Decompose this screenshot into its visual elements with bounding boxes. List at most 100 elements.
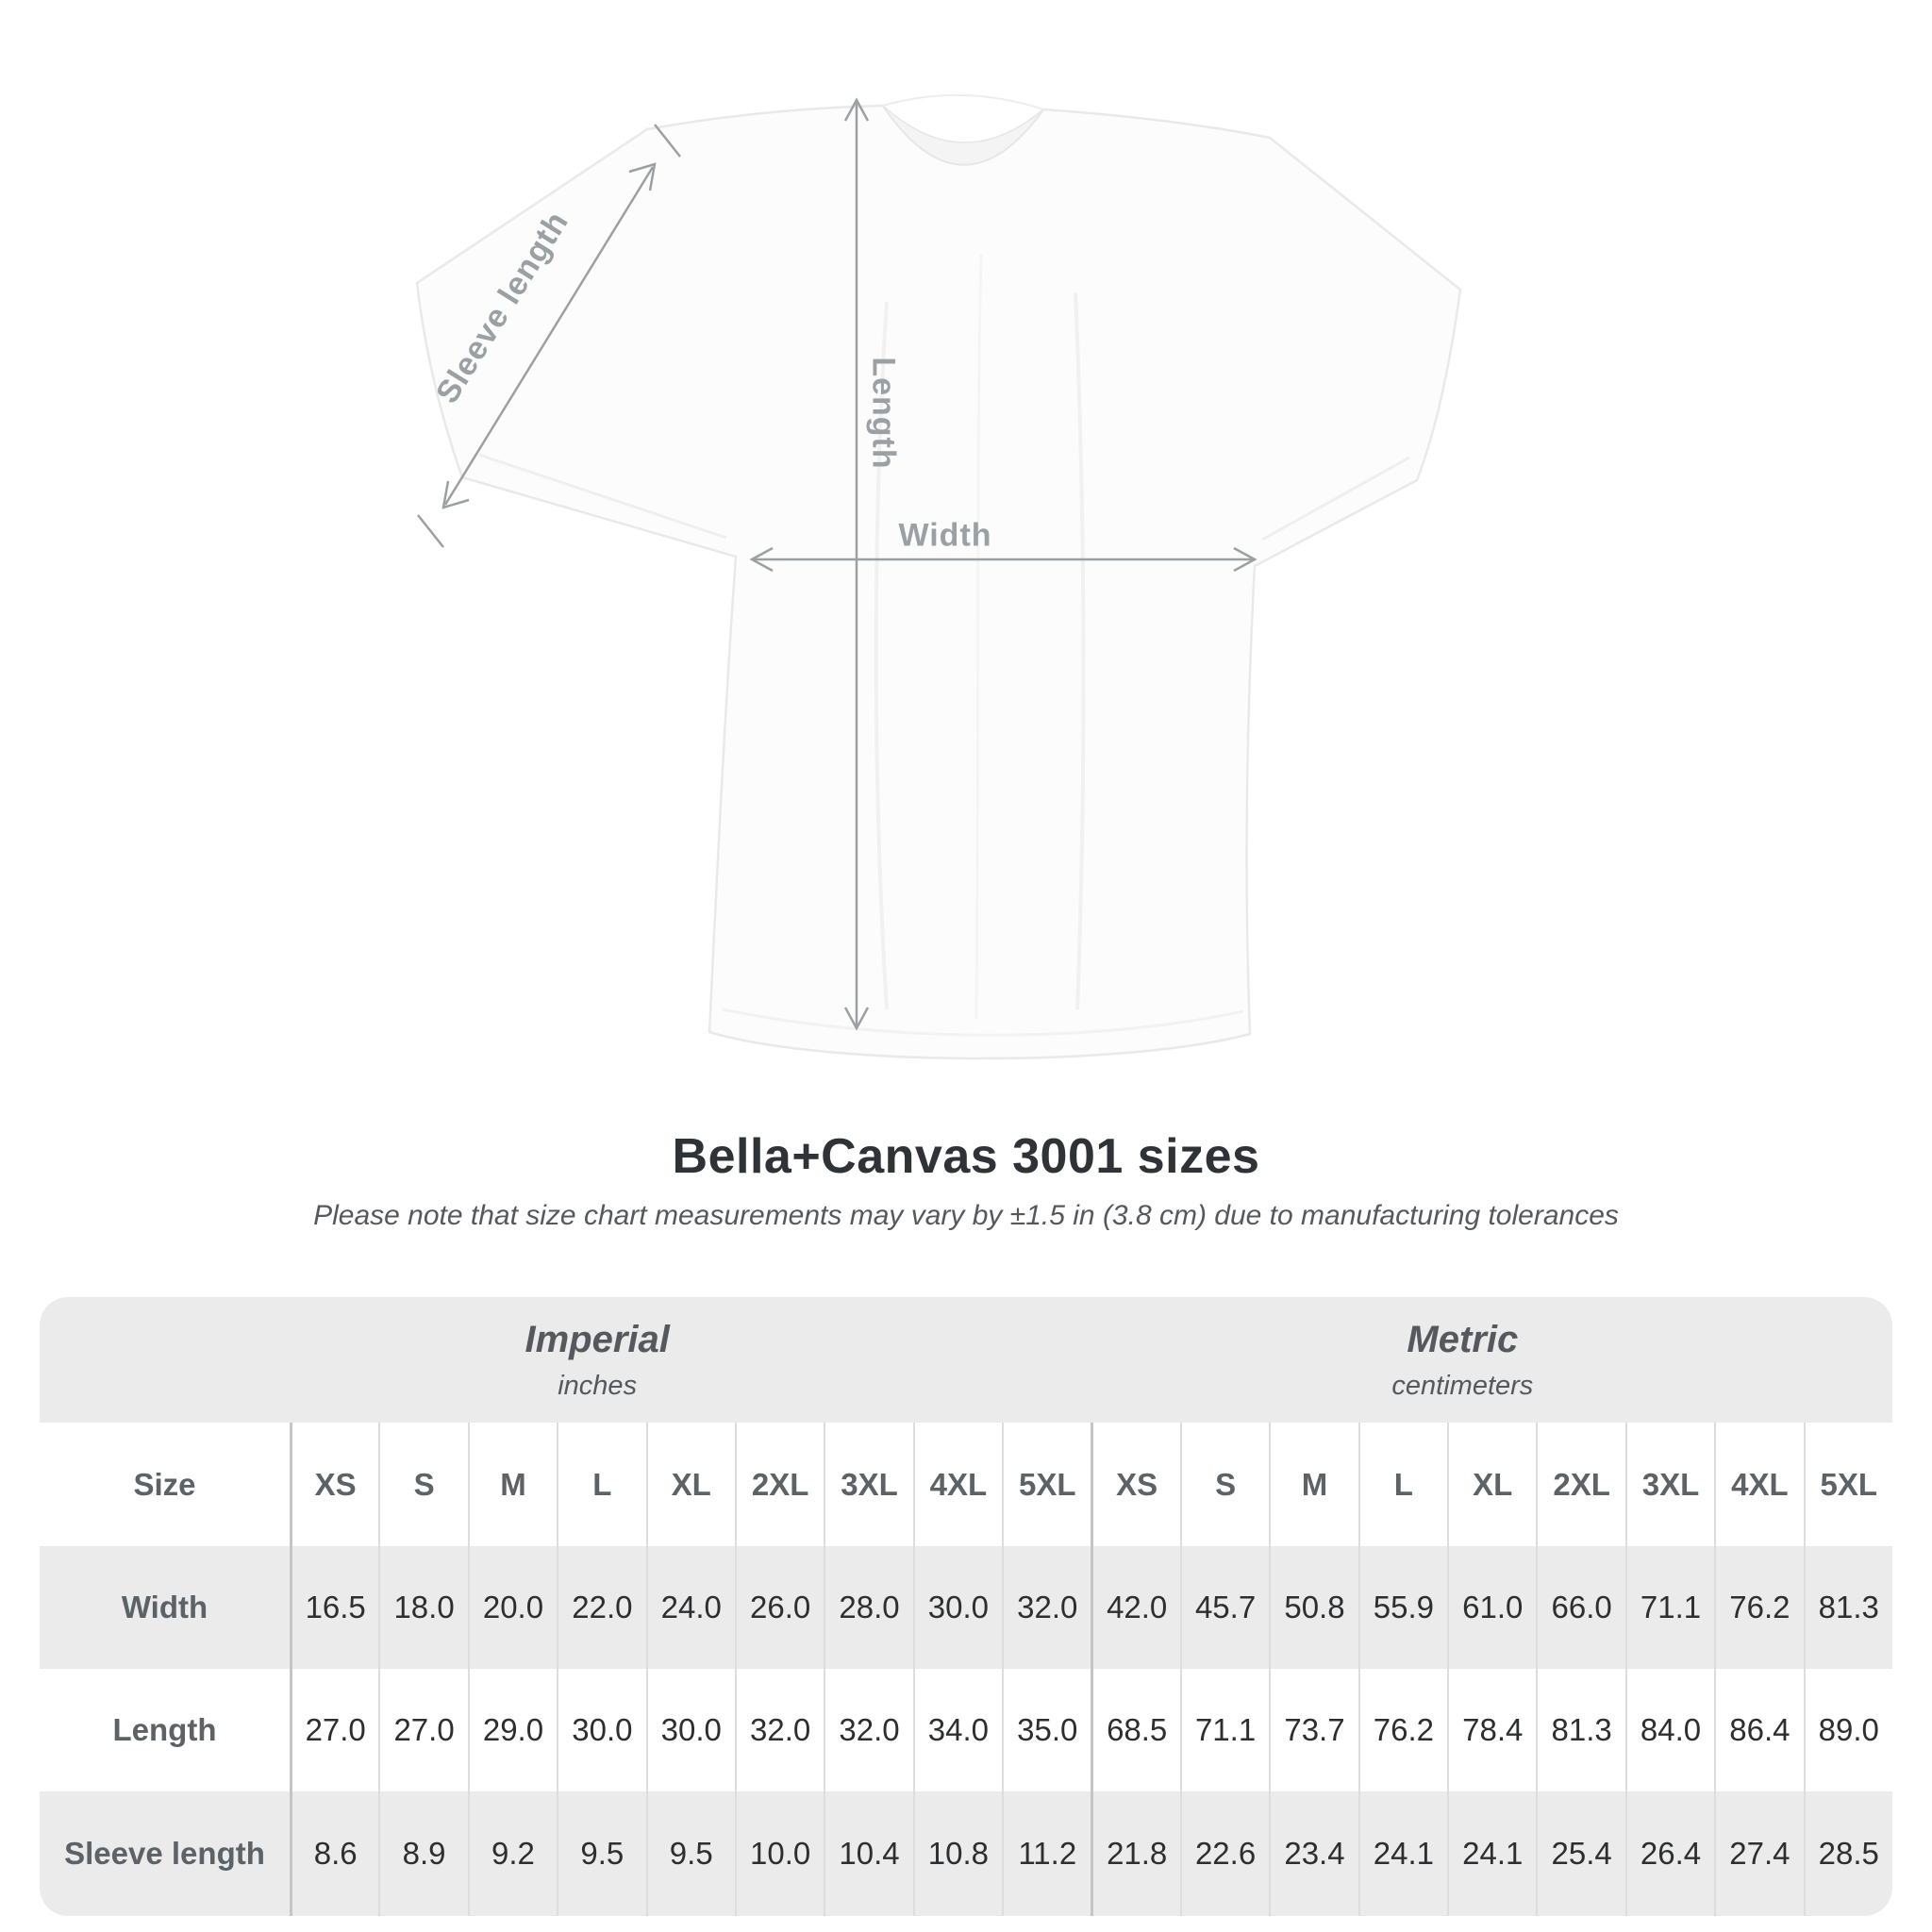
value-cell: 21.8 (1091, 1791, 1179, 1916)
value-cell: 20.0 (467, 1546, 557, 1669)
length-row-label: Length (112, 1712, 217, 1747)
value-cell: 66.0 (1536, 1546, 1624, 1669)
tshirt-collar-back (882, 93, 1044, 110)
value-cell: 29.0 (467, 1669, 557, 1791)
value-cell: 35.0 (1002, 1669, 1091, 1791)
value-cell: 26.4 (1624, 1791, 1714, 1916)
value-cell: 11.2 (1002, 1791, 1091, 1916)
size-col-header-imperial: 4XL (912, 1423, 1002, 1546)
size-col-header-metric: 4XL (1714, 1423, 1803, 1546)
page-title: Bella+Canvas 3001 sizes (672, 1129, 1260, 1184)
value-cell: 10.8 (912, 1791, 1002, 1916)
heading-block: Bella+Canvas 3001 sizes Please note that… (0, 1128, 1932, 1232)
tshirt-illustration (415, 93, 1462, 1060)
size-table: Imperial inches Metric centimeters Size … (40, 1297, 1892, 1916)
sleeve-end-cap-bottom (417, 514, 444, 548)
sleeve-length-row: Sleeve length 8.6 8.9 9.2 9.5 9.5 10.0 10.4 10.… (40, 1791, 1892, 1916)
value-cell: 34.0 (912, 1669, 1002, 1791)
width-arrowhead-right (1233, 546, 1257, 573)
metric-label: Metric (1407, 1318, 1519, 1360)
value-cell: 32.0 (824, 1669, 912, 1791)
value-cell: 71.1 (1624, 1546, 1714, 1669)
value-cell: 10.0 (734, 1791, 824, 1916)
hem-seam (722, 1008, 1244, 1037)
value-cell: 81.3 (1803, 1546, 1892, 1669)
width-row-label: Width (121, 1590, 208, 1624)
imperial-unit-label: inches (558, 1370, 638, 1401)
size-col-header-imperial: XS (290, 1423, 378, 1546)
value-cell: 22.6 (1179, 1791, 1269, 1916)
size-header-row: Size XS S M L XL 2XL 3XL 4XL 5XL XS S M L XL 2XL 3XL 4XL… (40, 1423, 1892, 1546)
value-cell: 42.0 (1091, 1546, 1179, 1669)
value-cell: 16.5 (290, 1546, 378, 1669)
value-cell: 55.9 (1357, 1546, 1447, 1669)
size-col-header-imperial: S (378, 1423, 467, 1546)
value-cell: 86.4 (1714, 1669, 1803, 1791)
size-col-header-imperial: XL (645, 1423, 735, 1546)
value-cell: 27.0 (290, 1669, 378, 1791)
size-col-header-imperial: M (467, 1423, 557, 1546)
value-cell: 84.0 (1624, 1669, 1714, 1791)
fabric-fold (874, 301, 889, 1010)
value-cell: 68.5 (1091, 1669, 1179, 1791)
value-cell: 32.0 (1002, 1546, 1091, 1669)
value-cell: 8.6 (290, 1791, 378, 1916)
value-cell: 78.4 (1447, 1669, 1536, 1791)
value-cell: 27.4 (1714, 1791, 1803, 1916)
value-cell: 32.0 (734, 1669, 824, 1791)
value-cell: 18.0 (378, 1546, 467, 1669)
size-col-header-metric: XS (1091, 1423, 1179, 1546)
metric-unit-label: centimeters (1391, 1370, 1534, 1401)
fabric-fold (1074, 291, 1086, 1010)
value-cell: 71.1 (1179, 1669, 1269, 1791)
sleeve-arrowhead-top (628, 162, 657, 192)
dimension-lines (417, 97, 1257, 1031)
length-label: Length (865, 357, 902, 470)
size-col-header-metric: XL (1447, 1423, 1536, 1546)
imperial-group-header: Imperial inches (525, 1319, 669, 1402)
size-col-header-imperial: 3XL (824, 1423, 912, 1546)
sleeve-seam-right (1261, 456, 1410, 541)
value-cell: 50.8 (1269, 1546, 1357, 1669)
value-cell: 9.2 (467, 1791, 557, 1916)
sleeve-arrowhead-bottom (441, 480, 470, 509)
value-cell: 9.5 (645, 1791, 735, 1916)
value-cell: 30.0 (557, 1669, 645, 1791)
width-arrowhead-left (749, 546, 774, 573)
fabric-fold (974, 254, 983, 1020)
value-cell: 28.0 (824, 1546, 912, 1669)
value-cell: 25.4 (1536, 1791, 1624, 1916)
size-col-header-metric: S (1179, 1423, 1269, 1546)
sleeve-seam-left (478, 453, 727, 540)
sleeve-length-row-label: Sleeve length (64, 1836, 265, 1871)
unit-group-band: Imperial inches Metric centimeters (40, 1297, 1892, 1423)
size-col-header-imperial: L (557, 1423, 645, 1546)
value-cell: 26.0 (734, 1546, 824, 1669)
size-col-header-metric: M (1269, 1423, 1357, 1546)
value-cell: 89.0 (1803, 1669, 1892, 1791)
length-row: Length 27.0 27.0 29.0 30.0 30.0 32.0 32.0 34.0 3… (40, 1669, 1892, 1791)
value-cell: 23.4 (1269, 1791, 1357, 1916)
value-cell: 81.3 (1536, 1669, 1624, 1791)
value-cell: 9.5 (557, 1791, 645, 1916)
value-cell: 8.9 (378, 1791, 467, 1916)
size-col-header-metric: 5XL (1803, 1423, 1892, 1546)
sleeve-end-cap-top (654, 124, 681, 158)
size-col-header-metric: 2XL (1536, 1423, 1624, 1546)
width-row: Width 16.5 18.0 20.0 22.0 24.0 26.0 28.0 30.0 32… (40, 1546, 1892, 1669)
size-col-header-imperial: 5XL (1002, 1423, 1091, 1546)
tshirt-measurement-diagram: Sleeve length Length Width (415, 93, 1462, 1060)
value-cell: 24.1 (1357, 1791, 1447, 1916)
imperial-label: Imperial (525, 1318, 670, 1360)
value-cell: 61.0 (1447, 1546, 1536, 1669)
value-cell: 30.0 (912, 1546, 1002, 1669)
value-cell: 30.0 (645, 1669, 735, 1791)
size-col-header-metric: 3XL (1624, 1423, 1714, 1546)
length-arrowhead-bottom (843, 1007, 870, 1031)
value-cell: 24.0 (645, 1546, 735, 1669)
tshirt-body-shape (415, 104, 1462, 1060)
value-cell: 27.0 (378, 1669, 467, 1791)
value-cell: 10.4 (824, 1791, 912, 1916)
value-cell: 76.2 (1714, 1546, 1803, 1669)
size-col-header-metric: L (1357, 1423, 1447, 1546)
